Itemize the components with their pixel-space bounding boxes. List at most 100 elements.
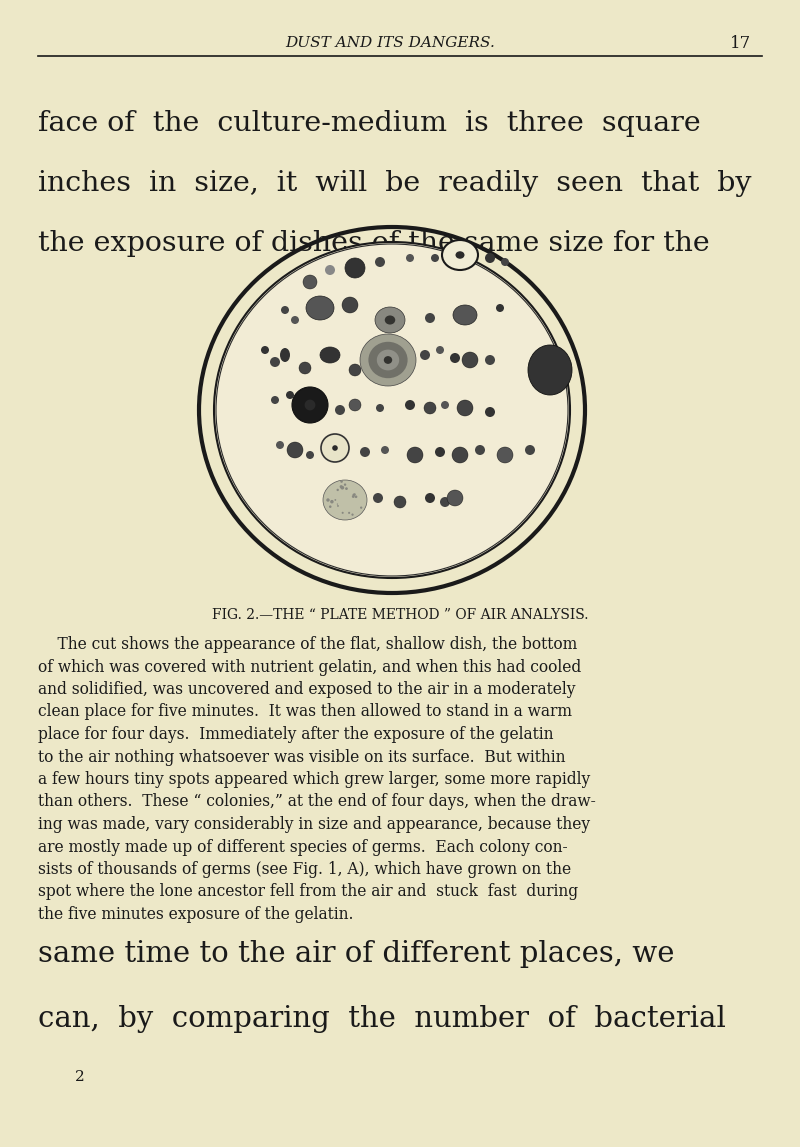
Text: can,  by  comparing  the  number  of  bacterial: can, by comparing the number of bacteria…	[38, 1005, 726, 1033]
Ellipse shape	[344, 483, 346, 486]
Ellipse shape	[394, 496, 406, 508]
Ellipse shape	[375, 257, 385, 267]
Ellipse shape	[286, 391, 294, 399]
Ellipse shape	[457, 400, 473, 416]
Ellipse shape	[384, 356, 392, 364]
Ellipse shape	[325, 265, 335, 275]
Ellipse shape	[351, 514, 354, 516]
Text: 17: 17	[730, 34, 751, 52]
Ellipse shape	[292, 387, 328, 423]
Ellipse shape	[360, 334, 416, 387]
Ellipse shape	[330, 500, 334, 504]
Ellipse shape	[340, 485, 342, 489]
Text: place for four days.  Immediately after the exposure of the gelatin: place for four days. Immediately after t…	[38, 726, 554, 743]
Ellipse shape	[424, 401, 436, 414]
Ellipse shape	[349, 399, 361, 411]
Ellipse shape	[280, 348, 290, 362]
Ellipse shape	[436, 346, 444, 354]
Ellipse shape	[303, 275, 317, 289]
Text: same time to the air of different places, we: same time to the air of different places…	[38, 941, 674, 968]
Ellipse shape	[360, 447, 370, 457]
Text: ing was made, vary considerably in size and appearance, because they: ing was made, vary considerably in size …	[38, 816, 590, 833]
Text: clean place for five minutes.  It was then allowed to stand in a warm: clean place for five minutes. It was the…	[38, 703, 572, 720]
Ellipse shape	[360, 507, 362, 509]
Ellipse shape	[306, 451, 314, 459]
Ellipse shape	[475, 445, 485, 455]
Text: of which was covered with nutrient gelatin, and when this had cooled: of which was covered with nutrient gelat…	[38, 658, 582, 676]
Ellipse shape	[375, 307, 405, 333]
Ellipse shape	[441, 401, 449, 409]
Ellipse shape	[349, 364, 361, 376]
Ellipse shape	[261, 346, 269, 354]
Text: than others.  These “ colonies,” at the end of four days, when the draw-: than others. These “ colonies,” at the e…	[38, 794, 596, 811]
Ellipse shape	[326, 498, 330, 501]
Ellipse shape	[406, 253, 414, 262]
Ellipse shape	[528, 345, 572, 395]
Ellipse shape	[373, 493, 383, 504]
Ellipse shape	[377, 350, 399, 370]
Ellipse shape	[447, 490, 463, 506]
Ellipse shape	[345, 258, 365, 278]
Ellipse shape	[354, 493, 356, 496]
Ellipse shape	[496, 304, 504, 312]
Ellipse shape	[485, 407, 495, 418]
Ellipse shape	[385, 315, 395, 325]
Ellipse shape	[345, 487, 348, 490]
Text: face of  the  culture-medium  is  three  square: face of the culture-medium is three squa…	[38, 110, 701, 136]
Ellipse shape	[306, 296, 334, 320]
Ellipse shape	[337, 489, 339, 491]
Ellipse shape	[342, 512, 344, 514]
Ellipse shape	[214, 242, 570, 578]
Ellipse shape	[329, 506, 331, 508]
Ellipse shape	[442, 240, 478, 270]
Ellipse shape	[320, 348, 340, 362]
Ellipse shape	[440, 497, 450, 507]
Text: The cut shows the appearance of the flat, shallow dish, the bottom: The cut shows the appearance of the flat…	[38, 635, 578, 653]
Ellipse shape	[342, 297, 358, 313]
Text: FIG. 2.—THE “ PLATE METHOD ” OF AIR ANALYSIS.: FIG. 2.—THE “ PLATE METHOD ” OF AIR ANAL…	[212, 608, 588, 622]
Ellipse shape	[501, 258, 509, 266]
Ellipse shape	[453, 305, 477, 325]
Ellipse shape	[353, 493, 355, 497]
Ellipse shape	[334, 499, 336, 501]
Ellipse shape	[337, 504, 338, 505]
Text: the five minutes exposure of the gelatin.: the five minutes exposure of the gelatin…	[38, 906, 354, 923]
Ellipse shape	[321, 434, 349, 462]
Ellipse shape	[376, 404, 384, 412]
Ellipse shape	[525, 445, 535, 455]
Ellipse shape	[299, 362, 311, 374]
Ellipse shape	[291, 317, 299, 323]
Ellipse shape	[354, 496, 358, 498]
Text: spot where the lone ancestor fell from the air and  stuck  fast  during: spot where the lone ancestor fell from t…	[38, 883, 578, 900]
Text: sists of thousands of germs (see Fig. 1, A), which have grown on the: sists of thousands of germs (see Fig. 1,…	[38, 861, 571, 877]
Ellipse shape	[485, 253, 495, 263]
Ellipse shape	[425, 313, 435, 323]
Ellipse shape	[485, 356, 495, 365]
Ellipse shape	[407, 447, 423, 463]
Text: are mostly made up of different species of germs.  Each colony con-: are mostly made up of different species …	[38, 838, 568, 856]
Text: the exposure of dishes of the same size for the: the exposure of dishes of the same size …	[38, 231, 710, 257]
Ellipse shape	[420, 350, 430, 360]
Ellipse shape	[323, 479, 367, 520]
Ellipse shape	[368, 342, 408, 379]
Text: DUST AND ITS DANGERS.: DUST AND ITS DANGERS.	[285, 36, 495, 50]
Ellipse shape	[462, 352, 478, 368]
Ellipse shape	[352, 496, 354, 498]
Ellipse shape	[305, 399, 315, 411]
Ellipse shape	[450, 353, 460, 362]
Ellipse shape	[281, 306, 289, 314]
Ellipse shape	[276, 440, 284, 448]
Ellipse shape	[341, 486, 344, 490]
Ellipse shape	[497, 447, 513, 463]
Ellipse shape	[335, 405, 345, 415]
Text: and solidified, was uncovered and exposed to the air in a moderately: and solidified, was uncovered and expose…	[38, 681, 575, 699]
Text: inches  in  size,  it  will  be  readily  seen  that  by: inches in size, it will be readily seen …	[38, 170, 751, 197]
Ellipse shape	[405, 400, 415, 409]
Ellipse shape	[431, 253, 439, 262]
Ellipse shape	[435, 447, 445, 457]
Text: 2: 2	[75, 1070, 85, 1084]
Ellipse shape	[287, 442, 303, 458]
Ellipse shape	[271, 396, 279, 404]
Text: to the air nothing whatsoever was visible on its surface.  But within: to the air nothing whatsoever was visibl…	[38, 749, 566, 765]
Ellipse shape	[337, 505, 339, 507]
